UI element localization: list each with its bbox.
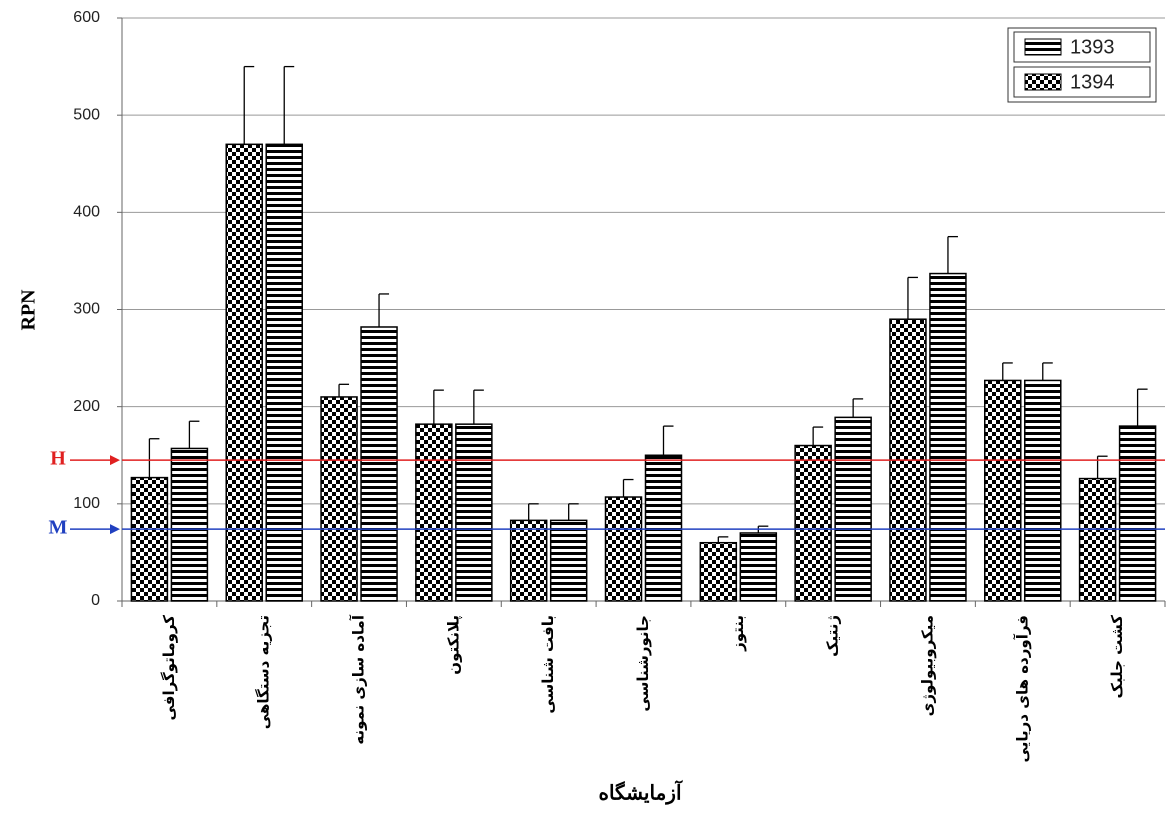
y-tick-label: 300 bbox=[73, 301, 100, 318]
error-bar bbox=[622, 478, 634, 498]
bar bbox=[984, 379, 1022, 602]
error-bar bbox=[283, 65, 295, 145]
error-bar bbox=[378, 293, 390, 327]
y-tick-label: 400 bbox=[73, 204, 100, 221]
bar bbox=[834, 416, 872, 602]
bar bbox=[360, 326, 398, 602]
legend-label: 1393 bbox=[1070, 36, 1115, 58]
bar bbox=[1118, 425, 1157, 602]
reference-label: H bbox=[50, 448, 66, 470]
bar bbox=[739, 532, 778, 602]
bar bbox=[549, 519, 588, 602]
error-bar bbox=[338, 383, 350, 397]
bar bbox=[509, 519, 548, 602]
y-tick-label: 200 bbox=[73, 398, 100, 415]
error-bar bbox=[568, 503, 579, 521]
bar bbox=[1078, 477, 1117, 602]
x-tick-label: تجزیه دستگاهی bbox=[255, 615, 273, 729]
reference-arrowhead bbox=[110, 524, 120, 535]
error-bar bbox=[1042, 362, 1053, 381]
x-tick-label: فرآورده های دریایی bbox=[1013, 615, 1031, 762]
error-bar bbox=[1136, 388, 1148, 427]
error-bar bbox=[717, 536, 729, 543]
bar bbox=[794, 444, 832, 602]
y-axis-label: RPN bbox=[18, 289, 40, 331]
error-bar bbox=[852, 398, 864, 418]
reference-arrowhead bbox=[110, 455, 120, 466]
x-tick-label: ژنتیک bbox=[824, 615, 842, 657]
y-tick-label: 600 bbox=[73, 9, 100, 26]
x-tick-label: کشت جلبک bbox=[1108, 615, 1126, 699]
y-tick-label: 0 bbox=[91, 592, 100, 609]
error-bar bbox=[662, 425, 674, 456]
bar bbox=[604, 496, 643, 602]
error-bar bbox=[528, 503, 539, 521]
bar bbox=[130, 476, 169, 602]
y-tick-label: 100 bbox=[73, 495, 100, 512]
bar bbox=[225, 143, 263, 602]
error-bar bbox=[907, 276, 918, 320]
reference-label: M bbox=[49, 517, 68, 539]
bar bbox=[320, 396, 358, 602]
error-bar bbox=[812, 426, 824, 446]
error-bar bbox=[473, 389, 484, 425]
x-tick-label: جانورشناسی bbox=[634, 615, 652, 712]
bar bbox=[265, 143, 303, 602]
bar bbox=[170, 447, 209, 602]
x-tick-label: کروماتوگرافی bbox=[160, 615, 178, 721]
bar bbox=[415, 423, 453, 602]
legend-swatch bbox=[1024, 73, 1062, 91]
x-tick-label: میکروبیولوژی bbox=[918, 615, 936, 716]
error-bar bbox=[243, 65, 255, 145]
x-tick-label: بنتوز bbox=[729, 615, 747, 652]
bar bbox=[644, 454, 683, 602]
bar bbox=[699, 541, 738, 602]
error-bar bbox=[1002, 362, 1013, 381]
legend-label: 1394 bbox=[1070, 71, 1115, 93]
legend-swatch bbox=[1024, 38, 1062, 56]
error-bar bbox=[947, 235, 958, 274]
error-bar bbox=[148, 438, 160, 478]
y-tick-label: 500 bbox=[73, 106, 100, 123]
bar bbox=[455, 423, 493, 602]
x-tick-label: آماده سازی نمونه bbox=[350, 614, 368, 745]
bar bbox=[1024, 379, 1062, 602]
x-axis-label: آزمایشگاه bbox=[598, 780, 682, 806]
bar bbox=[929, 272, 967, 602]
x-tick-label: پلانکتون bbox=[444, 615, 463, 675]
x-tick-label: بافت شناسی bbox=[539, 615, 557, 714]
error-bar bbox=[433, 389, 444, 425]
error-bar bbox=[188, 420, 200, 449]
